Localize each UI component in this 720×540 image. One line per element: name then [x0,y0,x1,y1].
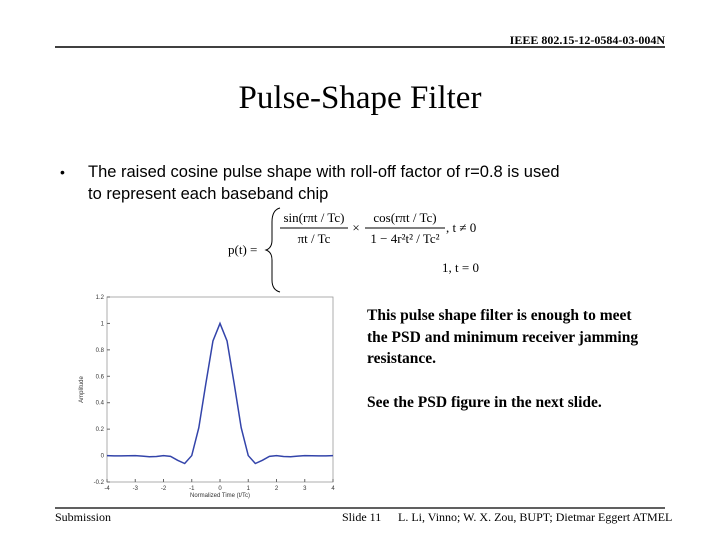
formula-times: × [352,220,359,235]
formula-condition: , t ≠ 0 [446,220,476,235]
slide-title: Pulse-Shape Filter [239,80,482,116]
y-tick-label: 1 [101,321,105,327]
y-tick-label: 0.8 [96,348,105,354]
formula-term: cos(rπt / Tc) [373,210,436,225]
note-line: See the PSD figure in the next slide. [367,394,602,411]
note-line: resistance. [367,350,436,367]
note-line: This pulse shape filter is enough to mee… [367,307,632,324]
header-id: IEEE 802.15-12-0584-03-004N [510,33,666,47]
x-tick-label: 4 [331,486,335,492]
x-axis-label: Normalized Time (t/Tc) [190,493,250,499]
formula-lhs: p(t) = [228,242,257,257]
formula-case: 1, t = 0 [442,260,479,275]
line-series [106,321,334,465]
x-tick-label: -1 [189,486,195,492]
formula-term: πt / Tc [298,231,331,246]
x-tick-label: 0 [218,486,222,492]
pulse-plot: -0.2 0 0.2 0.4 0.6 0.8 1 1.2 -4 -3 -2 -1 0 1 2 3 4 Normal… [79,295,335,499]
x-tick-label: 2 [275,486,279,492]
formula-term: sin(rπt / Tc) [283,210,344,225]
footer-right: L. Li, Vinno; W. X. Zou, BUPT; Dietmar E… [398,510,672,524]
note-line: the PSD and minimum receiver jamming [367,329,638,346]
x-tick-label: -3 [133,486,139,492]
footer-center: Slide 11 [342,510,381,524]
plot-frame [106,296,334,483]
x-tick-label: -2 [161,486,167,492]
formula: p(t) = sin(rπt / Tc) πt / Tc × cos(rπt /… [228,207,479,293]
bullet-line: The raised cosine pulse shape with roll-… [88,163,560,181]
note: This pulse shape filter is enough to mee… [367,307,638,411]
y-tick-label: -0.2 [94,480,105,486]
y-tick-label: 0.4 [96,401,105,407]
y-tick-label: 0.2 [96,427,105,433]
y-tick-label: 1.2 [96,295,105,301]
x-tick-label: -4 [104,486,110,492]
x-tick-label: 3 [303,486,307,492]
bullet-line: to represent each baseband chip [88,185,328,203]
footer-left: Submission [55,510,111,524]
brace [264,207,281,293]
y-axis-label: Amplitude [79,376,85,403]
x-tick-label: 1 [247,486,251,492]
y-tick-label: 0 [101,454,105,460]
y-tick-label: 0.6 [96,374,105,380]
bullet-dot: • [60,164,65,180]
formula-term: 1 − 4r²t² / Tc² [370,231,439,246]
